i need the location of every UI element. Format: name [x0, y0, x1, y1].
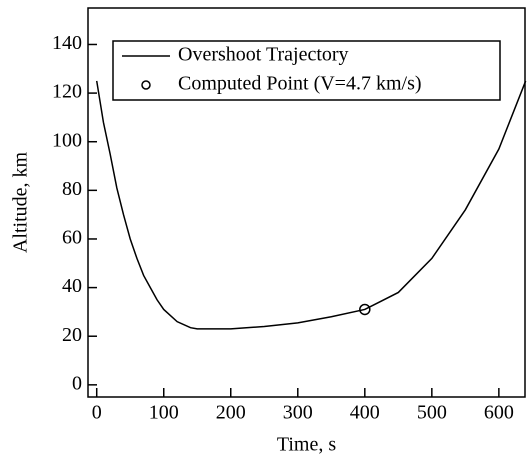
- x-tick-label: 300: [283, 402, 313, 424]
- x-axis-label: Time, s: [277, 434, 337, 456]
- x-tick-label: 200: [216, 402, 246, 424]
- legend-marker: [141, 80, 151, 90]
- y-tick-label: 60: [62, 227, 82, 249]
- legend-label: Overshoot Trajectory: [178, 44, 349, 66]
- legend-label: Computed Point (V=4.7 km/s): [178, 73, 422, 95]
- x-tick-label: 100: [149, 402, 179, 424]
- y-tick-label: 20: [62, 324, 82, 346]
- y-tick-label: 140: [52, 32, 82, 54]
- plot-frame: [87, 7, 526, 398]
- y-tick-label: 0: [72, 372, 82, 394]
- x-tick-label: 600: [484, 402, 514, 424]
- y-axis-label: Altitude, km: [10, 152, 32, 254]
- x-tick-label: 0: [92, 402, 102, 424]
- y-tick-label: 120: [52, 81, 82, 103]
- y-tick-label: 100: [52, 129, 82, 151]
- trajectory-line: [95, 80, 527, 330]
- x-tick-label: 400: [350, 402, 380, 424]
- y-tick-label: 80: [62, 178, 82, 200]
- x-tick-label: 500: [417, 402, 447, 424]
- legend-box: [112, 40, 501, 101]
- y-tick-label: 40: [62, 275, 82, 297]
- data-point: [359, 303, 371, 316]
